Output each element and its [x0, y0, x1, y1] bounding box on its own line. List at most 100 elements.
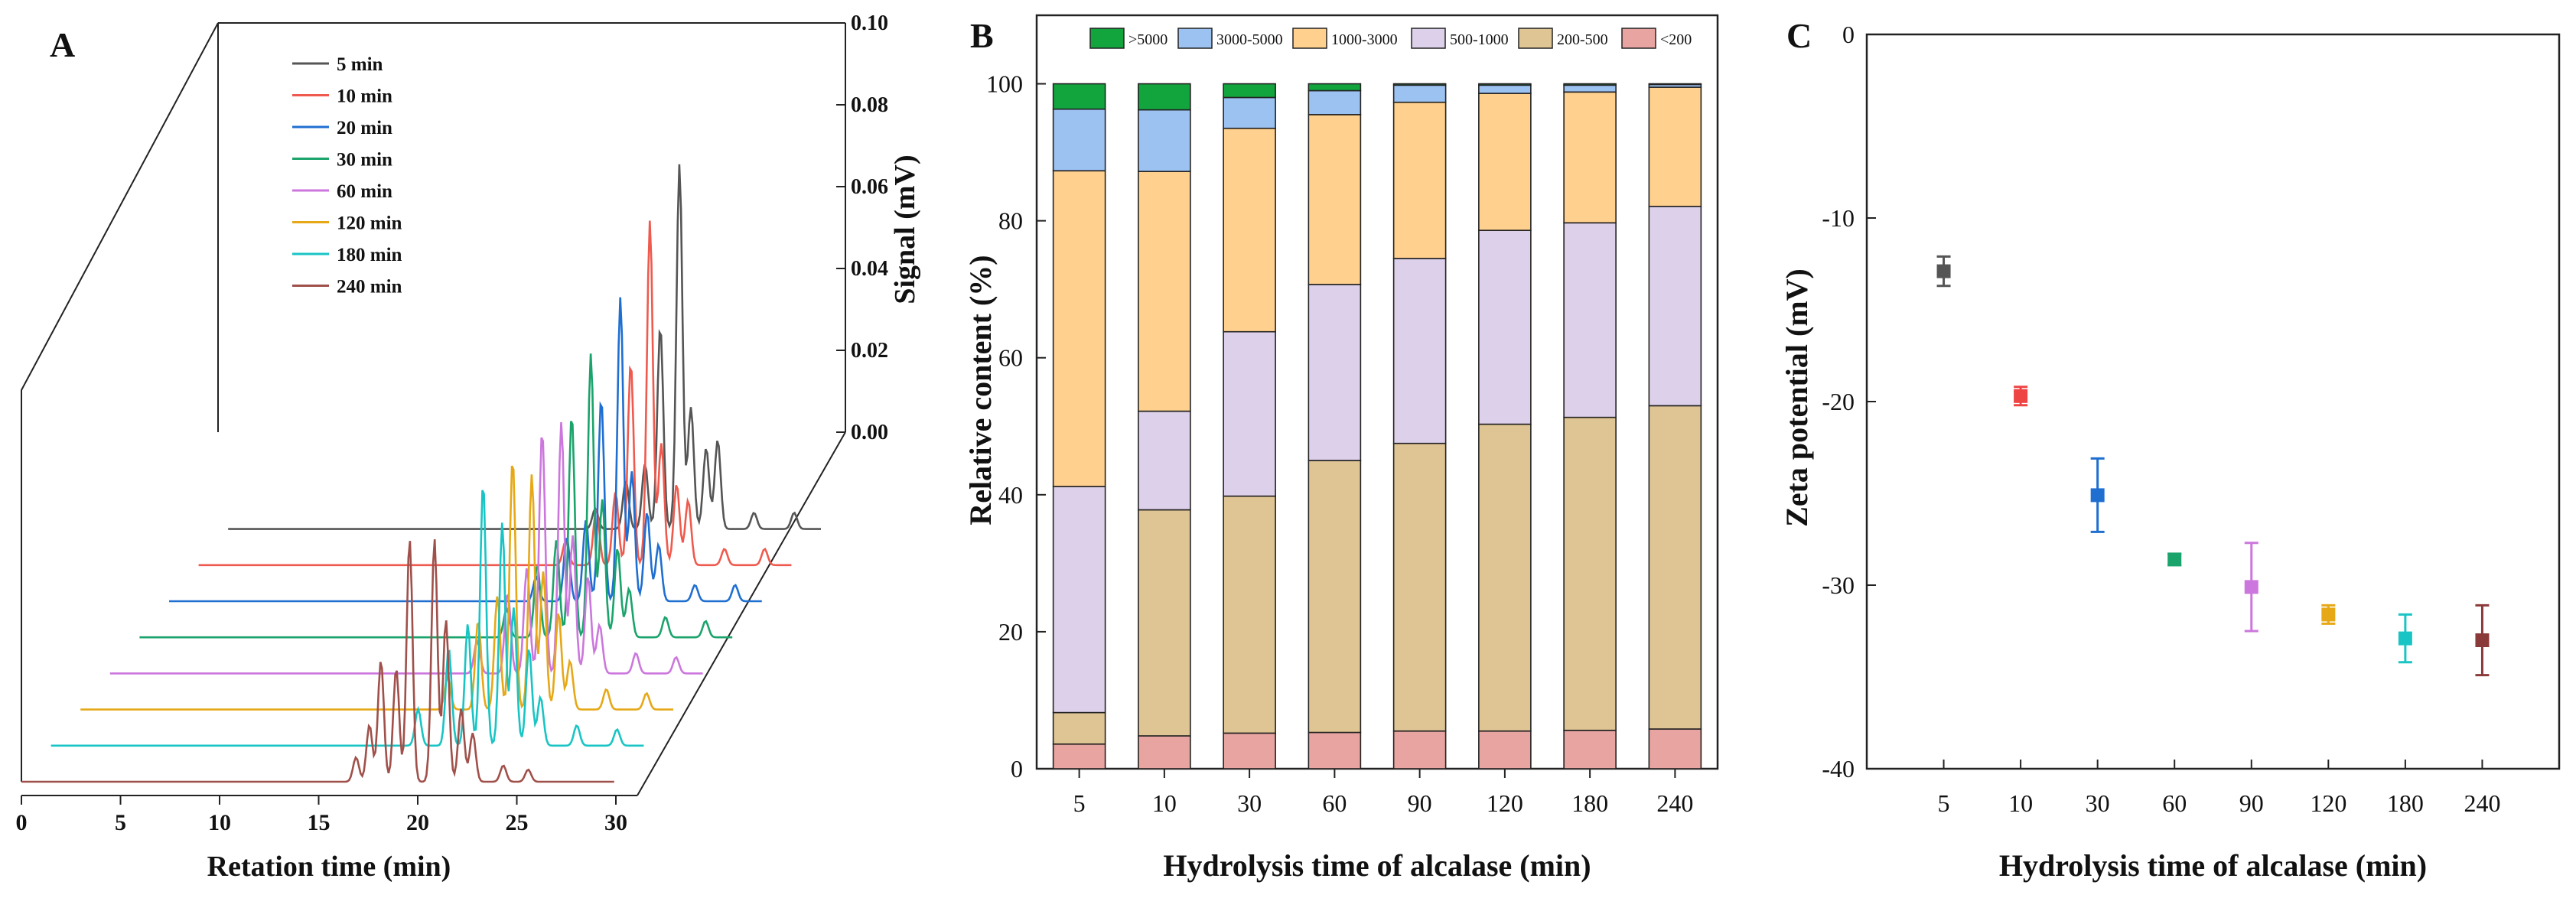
bar-segment-200-180	[1563, 730, 1617, 769]
bar-segment-200-30	[1223, 732, 1276, 769]
bar-segment-5000-180	[1563, 83, 1617, 86]
y-tick-label: 100	[986, 70, 1023, 98]
legend-label-240-min: 240 min	[337, 277, 402, 298]
y-tick-label: 0	[1842, 21, 1855, 48]
bar-segment-200-500-180	[1563, 416, 1617, 731]
x-tick-label: 120	[1487, 789, 1523, 817]
chromatogram-20-min	[169, 297, 762, 603]
legend-swatch-500-1000	[1411, 28, 1446, 49]
legend-swatch-5000	[1089, 28, 1125, 49]
legend: >5000 3000-5000 1000-3000 500-1000 200-500 <2…	[1089, 28, 1692, 49]
y-tick-label: -30	[1822, 571, 1855, 599]
bar-segment-200-90	[1392, 730, 1447, 769]
bar-segment-3000-5000-180	[1563, 84, 1617, 93]
x-tick-label: 240	[1656, 789, 1693, 817]
bar-segment-500-1000-5	[1052, 486, 1106, 714]
panel-a: A 0 5 10 15 20 25 30 Retation time (min) 0.00 0.02…	[16, 11, 922, 883]
panel-b: B 0 20 40 60 80 100 Relative content (%) 5 10 30 60…	[963, 14, 1719, 883]
chromatogram-240-min	[21, 539, 614, 783]
legend-label-120-min: 120 min	[337, 213, 402, 234]
x-tick-label: 30	[2086, 789, 2110, 817]
bar-segment-3000-5000-60	[1308, 89, 1362, 116]
y-tick-label: 0.06	[851, 175, 888, 199]
x-tick-label: 30	[1237, 789, 1262, 817]
x-tick-label: 5	[1073, 789, 1086, 817]
data-point-60	[2167, 552, 2182, 567]
legend-swatch-200	[1621, 28, 1656, 49]
x-tick-label: 60	[1322, 789, 1347, 817]
bar-segment-5000-60	[1308, 83, 1362, 92]
legend-label-60-min: 60 min	[337, 181, 392, 202]
x-tick-label: 10	[208, 810, 231, 835]
back-plane-left-edge	[21, 22, 219, 782]
x-tick-label: 120	[2310, 789, 2346, 817]
y-tick-label: 0.00	[851, 421, 888, 444]
bar-segment-200-500-30	[1223, 495, 1276, 734]
bar-segment-5000-120	[1478, 83, 1532, 86]
legend-swatch-3000-5000	[1177, 28, 1213, 49]
x-tick-label: 60	[2162, 789, 2187, 817]
data-point-5	[1936, 264, 1951, 278]
data-point-30	[2090, 488, 2105, 503]
y-tick-label: 0	[1011, 755, 1023, 782]
y-axis-title: Relative content (%)	[963, 255, 998, 525]
bar-segment-200-500-120	[1478, 423, 1532, 732]
bar-segment-1000-3000-120	[1478, 93, 1532, 231]
x-axis-title: Hydrolysis time of alcalase (min)	[1999, 848, 2427, 883]
bar-segment-3000-5000-90	[1392, 84, 1447, 103]
x-tick-label: 0	[16, 810, 28, 835]
plot-frame	[1035, 14, 1719, 770]
bar-segment-500-1000-10	[1138, 410, 1191, 511]
bar-segment-200-60	[1308, 731, 1362, 769]
bar-segment-3000-5000-120	[1478, 84, 1532, 94]
legend-label-5000: >5000	[1128, 31, 1168, 48]
data-point-240	[2475, 633, 2490, 647]
chromatogram-5-min	[228, 164, 821, 530]
bar-segment-5000-10	[1138, 83, 1191, 111]
bar-segment-500-1000-120	[1478, 229, 1532, 425]
y-axis-title: Signal (mV)	[889, 155, 921, 304]
bar-segment-200-500-5	[1052, 711, 1106, 745]
x-tick-label: 5	[1938, 789, 1950, 817]
bar-segment-200-240	[1648, 728, 1702, 769]
y-tick-label: -20	[1822, 388, 1855, 415]
data-point-120	[2321, 607, 2336, 622]
panel-c: C 0 -10 -20 -30 -40 Zeta potential (mV) 5 10 30 60…	[1780, 16, 2561, 883]
legend-swatch-1000-3000	[1292, 28, 1327, 49]
bar-segment-1000-3000-240	[1648, 86, 1702, 207]
bar-segment-3000-5000-5	[1052, 108, 1106, 172]
legend-label-180-min: 180 min	[337, 245, 402, 265]
y-tick-label: 0.02	[851, 339, 888, 363]
y-axis-title: Zeta potential (mV)	[1780, 268, 1814, 527]
bar-segment-200-5	[1052, 743, 1106, 769]
bar-segment-200-500-240	[1648, 405, 1702, 730]
x-tick-label: 240	[2464, 789, 2500, 817]
bar-segment-1000-3000-60	[1308, 114, 1362, 285]
bar-segment-500-1000-180	[1563, 222, 1617, 418]
bar-segment-1000-3000-10	[1138, 171, 1191, 412]
y-tick-label: 80	[998, 207, 1023, 235]
x-tick-label: 5	[115, 810, 126, 835]
x-tick-label: 90	[1408, 789, 1432, 817]
legend-label-1000-3000: 1000-3000	[1331, 31, 1398, 48]
x-tick-label: 25	[506, 810, 529, 835]
bar-segment-500-1000-30	[1223, 330, 1276, 497]
legend-label-20-min: 20 min	[337, 118, 392, 138]
x-axis-title: Retation time (min)	[207, 851, 451, 883]
chromatogram-10-min	[198, 220, 792, 567]
bar-segment-5000-240	[1648, 83, 1702, 86]
bar-segment-5000-90	[1392, 83, 1447, 86]
x-tick-label: 30	[604, 810, 627, 835]
bar-segment-200-500-60	[1308, 460, 1362, 734]
bar-segment-200-500-90	[1392, 442, 1447, 732]
y-tick-label: -10	[1822, 204, 1855, 232]
legend: 5 min 10 min 20 min 30 min 60 min 120 min 180 …	[292, 54, 402, 298]
bar-segment-3000-5000-30	[1223, 96, 1276, 129]
legend-swatch-200-500	[1518, 28, 1553, 49]
depth-axis	[637, 431, 846, 796]
bar-segment-500-1000-240	[1648, 206, 1702, 407]
legend-label-200-500: 200-500	[1557, 31, 1608, 48]
x-tick-label: 180	[1571, 789, 1608, 817]
x-tick-label: 10	[1152, 789, 1177, 817]
